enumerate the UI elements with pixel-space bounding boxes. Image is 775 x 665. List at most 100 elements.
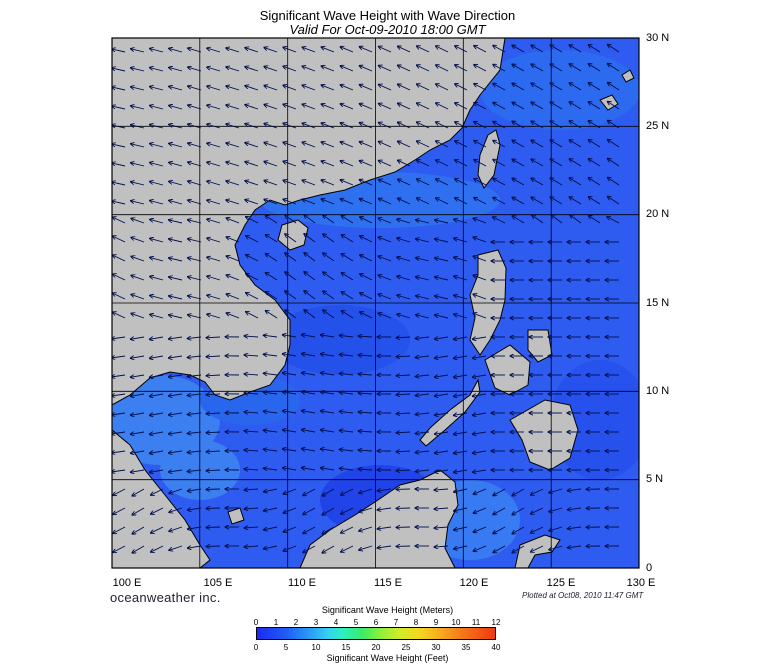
wave-arrow — [244, 374, 259, 375]
wave-arrow — [340, 180, 354, 186]
wave-arrow — [245, 162, 259, 167]
wave-arrow — [187, 451, 202, 453]
wave-arrow — [415, 337, 430, 339]
wave-arrow — [244, 431, 259, 432]
wave-arrow — [131, 218, 145, 224]
wave-arrow — [168, 356, 183, 358]
wave-arrow — [378, 237, 392, 243]
wave-arrow — [531, 121, 544, 129]
wave-arrow — [341, 292, 354, 300]
wave-arrow — [570, 215, 582, 224]
wave-arrow — [207, 124, 221, 129]
wave-arrow — [245, 200, 259, 205]
wave-arrow — [493, 178, 506, 186]
colorbar-tick-meters: 5 — [353, 618, 359, 627]
wave-arrow — [132, 526, 145, 534]
wave-arrow — [550, 197, 563, 205]
wave-arrow — [187, 220, 202, 224]
wave-arrow — [283, 180, 297, 186]
wave-arrow — [416, 84, 430, 91]
wave-arrow — [549, 488, 563, 493]
wave-arrow — [435, 84, 449, 91]
wave-arrow — [112, 182, 126, 186]
wave-arrow — [378, 218, 392, 224]
wave-arrow — [358, 431, 373, 432]
wave-arrow — [285, 215, 297, 224]
wave-arrow — [264, 47, 278, 53]
wave-arrow — [188, 162, 202, 167]
wave-arrow — [359, 47, 373, 53]
wave-arrow — [435, 160, 449, 167]
wave-arrow — [472, 451, 487, 453]
wave-arrow — [112, 49, 126, 53]
wave-arrow — [512, 545, 525, 553]
wave-arrow — [187, 546, 202, 548]
wave-arrow — [359, 123, 373, 129]
wave-arrow — [434, 220, 449, 224]
wave-arrow — [112, 293, 126, 300]
wave-arrow — [283, 199, 297, 205]
luzon — [469, 249, 507, 356]
wave-arrow — [415, 258, 430, 262]
wave-arrow — [321, 47, 335, 53]
wave-arrow — [187, 413, 202, 415]
wave-arrow — [282, 392, 297, 394]
wave-arrow — [434, 489, 449, 490]
wave-arrow — [569, 83, 582, 91]
wave-arrow — [112, 394, 126, 396]
wave-arrow — [453, 375, 468, 377]
wave-arrow — [302, 47, 316, 53]
wave-arrow — [359, 545, 373, 550]
wave-arrow — [434, 296, 449, 300]
wave-arrow — [263, 430, 278, 432]
wave-arrow — [472, 375, 487, 377]
wave-arrow — [263, 507, 278, 511]
wave-arrow — [377, 527, 392, 529]
wave-arrow — [130, 106, 145, 110]
wave-arrow — [396, 451, 411, 452]
wave-arrow — [567, 527, 582, 529]
wave-arrow — [339, 373, 354, 375]
wave-arrow — [569, 178, 582, 186]
wave-arrow — [112, 274, 126, 281]
wave-arrow — [226, 256, 240, 262]
wave-arrow — [378, 65, 392, 72]
wave-arrow — [453, 337, 468, 339]
wave-arrow — [550, 45, 563, 53]
wave-arrow — [360, 312, 373, 319]
wave-arrow — [283, 507, 297, 513]
wave-arrow — [493, 45, 506, 53]
wave-arrow — [264, 85, 278, 91]
wave-arrow — [283, 123, 297, 129]
wave-arrow — [569, 140, 582, 148]
wave-arrow — [187, 470, 202, 472]
visayas — [484, 344, 531, 396]
wave-arrow — [169, 200, 183, 205]
wave-arrow — [113, 526, 126, 534]
wave-arrow — [340, 199, 354, 205]
colorbar-tick-meters: 7 — [393, 618, 399, 627]
wave-arrow — [150, 526, 164, 533]
colorbar-tick-meters: 3 — [313, 618, 319, 627]
wave-arrow — [588, 83, 601, 91]
wave-arrow — [113, 488, 126, 496]
wave-arrow — [149, 87, 164, 91]
wave-arrow — [359, 161, 373, 167]
wave-arrow — [397, 219, 411, 224]
wave-arrow — [150, 238, 164, 243]
wave-arrow — [415, 451, 430, 453]
wave-arrow — [531, 83, 544, 91]
wave-arrow — [282, 411, 297, 413]
wave-arrow — [512, 45, 525, 53]
wave-arrow — [340, 66, 354, 72]
wave-arrow — [206, 394, 221, 395]
wave-arrow — [453, 451, 468, 453]
wave-arrow — [378, 141, 392, 148]
wave-arrow — [473, 294, 487, 300]
wave-arrow — [359, 507, 373, 512]
wave-arrow — [339, 468, 354, 470]
wave-arrow — [474, 160, 487, 167]
wave-arrow — [207, 200, 221, 205]
wave-arrow — [341, 216, 354, 224]
